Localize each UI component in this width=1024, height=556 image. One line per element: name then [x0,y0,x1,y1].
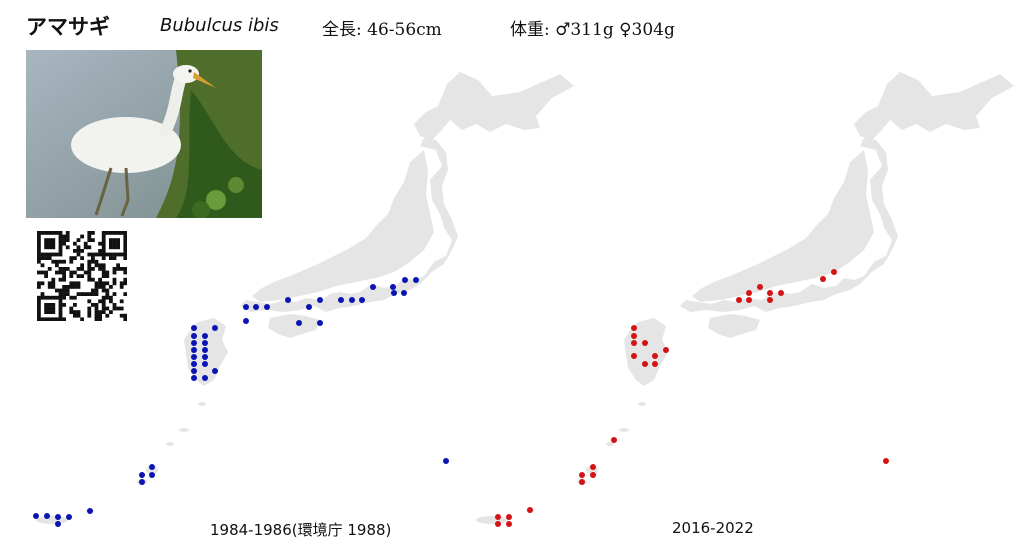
record-dot-recent [579,479,585,485]
record-dot-recent [652,361,658,367]
record-dot-past [359,297,365,303]
record-dot-past [191,333,197,339]
record-dot-past [306,304,312,310]
record-dot-recent [778,290,784,296]
record-dot-recent [631,325,637,331]
record-dot-recent [579,472,585,478]
species-scientific-name: Bubulcus ibis [160,15,279,36]
record-dot-past [66,514,72,520]
record-dot-past [413,277,419,283]
record-dot-past [317,297,323,303]
record-dot-past [243,318,249,324]
record-dot-past [202,333,208,339]
record-dot-past [391,290,397,296]
record-dot-recent [767,290,773,296]
record-dot-past [139,472,145,478]
record-dot-past [349,297,355,303]
record-dot-past [402,277,408,283]
record-dot-past [443,458,449,464]
record-dot-past [191,340,197,346]
record-dot-past [191,354,197,360]
species-japanese-name: アマサギ [26,15,110,39]
map-caption-past: 1984-1986(環境庁 1988) [210,521,392,539]
record-dot-recent [663,347,669,353]
body-weight: 体重: ♂311g ♀304g [510,20,675,40]
record-dot-past [139,479,145,485]
record-dot-past [202,354,208,360]
record-dot-past [191,368,197,374]
record-dot-recent [611,437,617,443]
record-dot-recent [820,276,826,282]
record-dot-past [264,304,270,310]
record-dot-recent [883,458,889,464]
record-dot-recent [527,507,533,513]
record-dot-recent [631,353,637,359]
record-dot-recent [757,284,763,290]
body-length: 全長: 46-56cm [322,20,442,40]
record-dot-recent [746,290,752,296]
record-dot-recent [746,297,752,303]
record-dot-past [191,375,197,381]
record-dot-past [338,297,344,303]
record-dot-past [33,513,39,519]
record-dot-past [44,513,50,519]
map-caption-recent: 2016-2022 [672,519,754,537]
record-dot-recent [642,361,648,367]
record-dot-past [253,304,259,310]
record-dot-past [191,361,197,367]
record-dot-recent [831,269,837,275]
record-dot-recent [590,472,596,478]
record-dot-recent [631,333,637,339]
record-dot-past [202,347,208,353]
record-dot-past [191,325,197,331]
record-dot-past [212,325,218,331]
dots-past [33,277,449,527]
record-dot-recent [652,353,658,359]
record-dot-recent [495,514,501,520]
record-dot-past [243,304,249,310]
record-dot-recent [736,297,742,303]
record-dot-recent [506,521,512,527]
bird-photo [26,50,262,218]
record-dot-past [401,290,407,296]
record-dot-past [317,320,323,326]
record-dot-past [55,514,61,520]
record-dot-past [149,472,155,478]
record-dot-recent [590,464,596,470]
record-dot-past [390,284,396,290]
record-dot-past [212,368,218,374]
record-dot-recent [767,297,773,303]
record-dot-past [55,521,61,527]
record-dot-recent [506,514,512,520]
record-dot-past [202,340,208,346]
record-dot-past [370,284,376,290]
record-dot-past [296,320,302,326]
record-dot-recent [631,340,637,346]
record-dot-past [191,347,197,353]
record-dot-past [202,361,208,367]
dots-recent [495,269,889,527]
record-dot-past [87,508,93,514]
record-dot-past [149,464,155,470]
map-outline-past [36,72,574,524]
map-outline-recent [476,72,1014,524]
record-dot-past [202,375,208,381]
record-dot-recent [495,521,501,527]
record-dot-past [285,297,291,303]
record-dot-recent [642,340,648,346]
qr-code[interactable] [37,231,128,322]
